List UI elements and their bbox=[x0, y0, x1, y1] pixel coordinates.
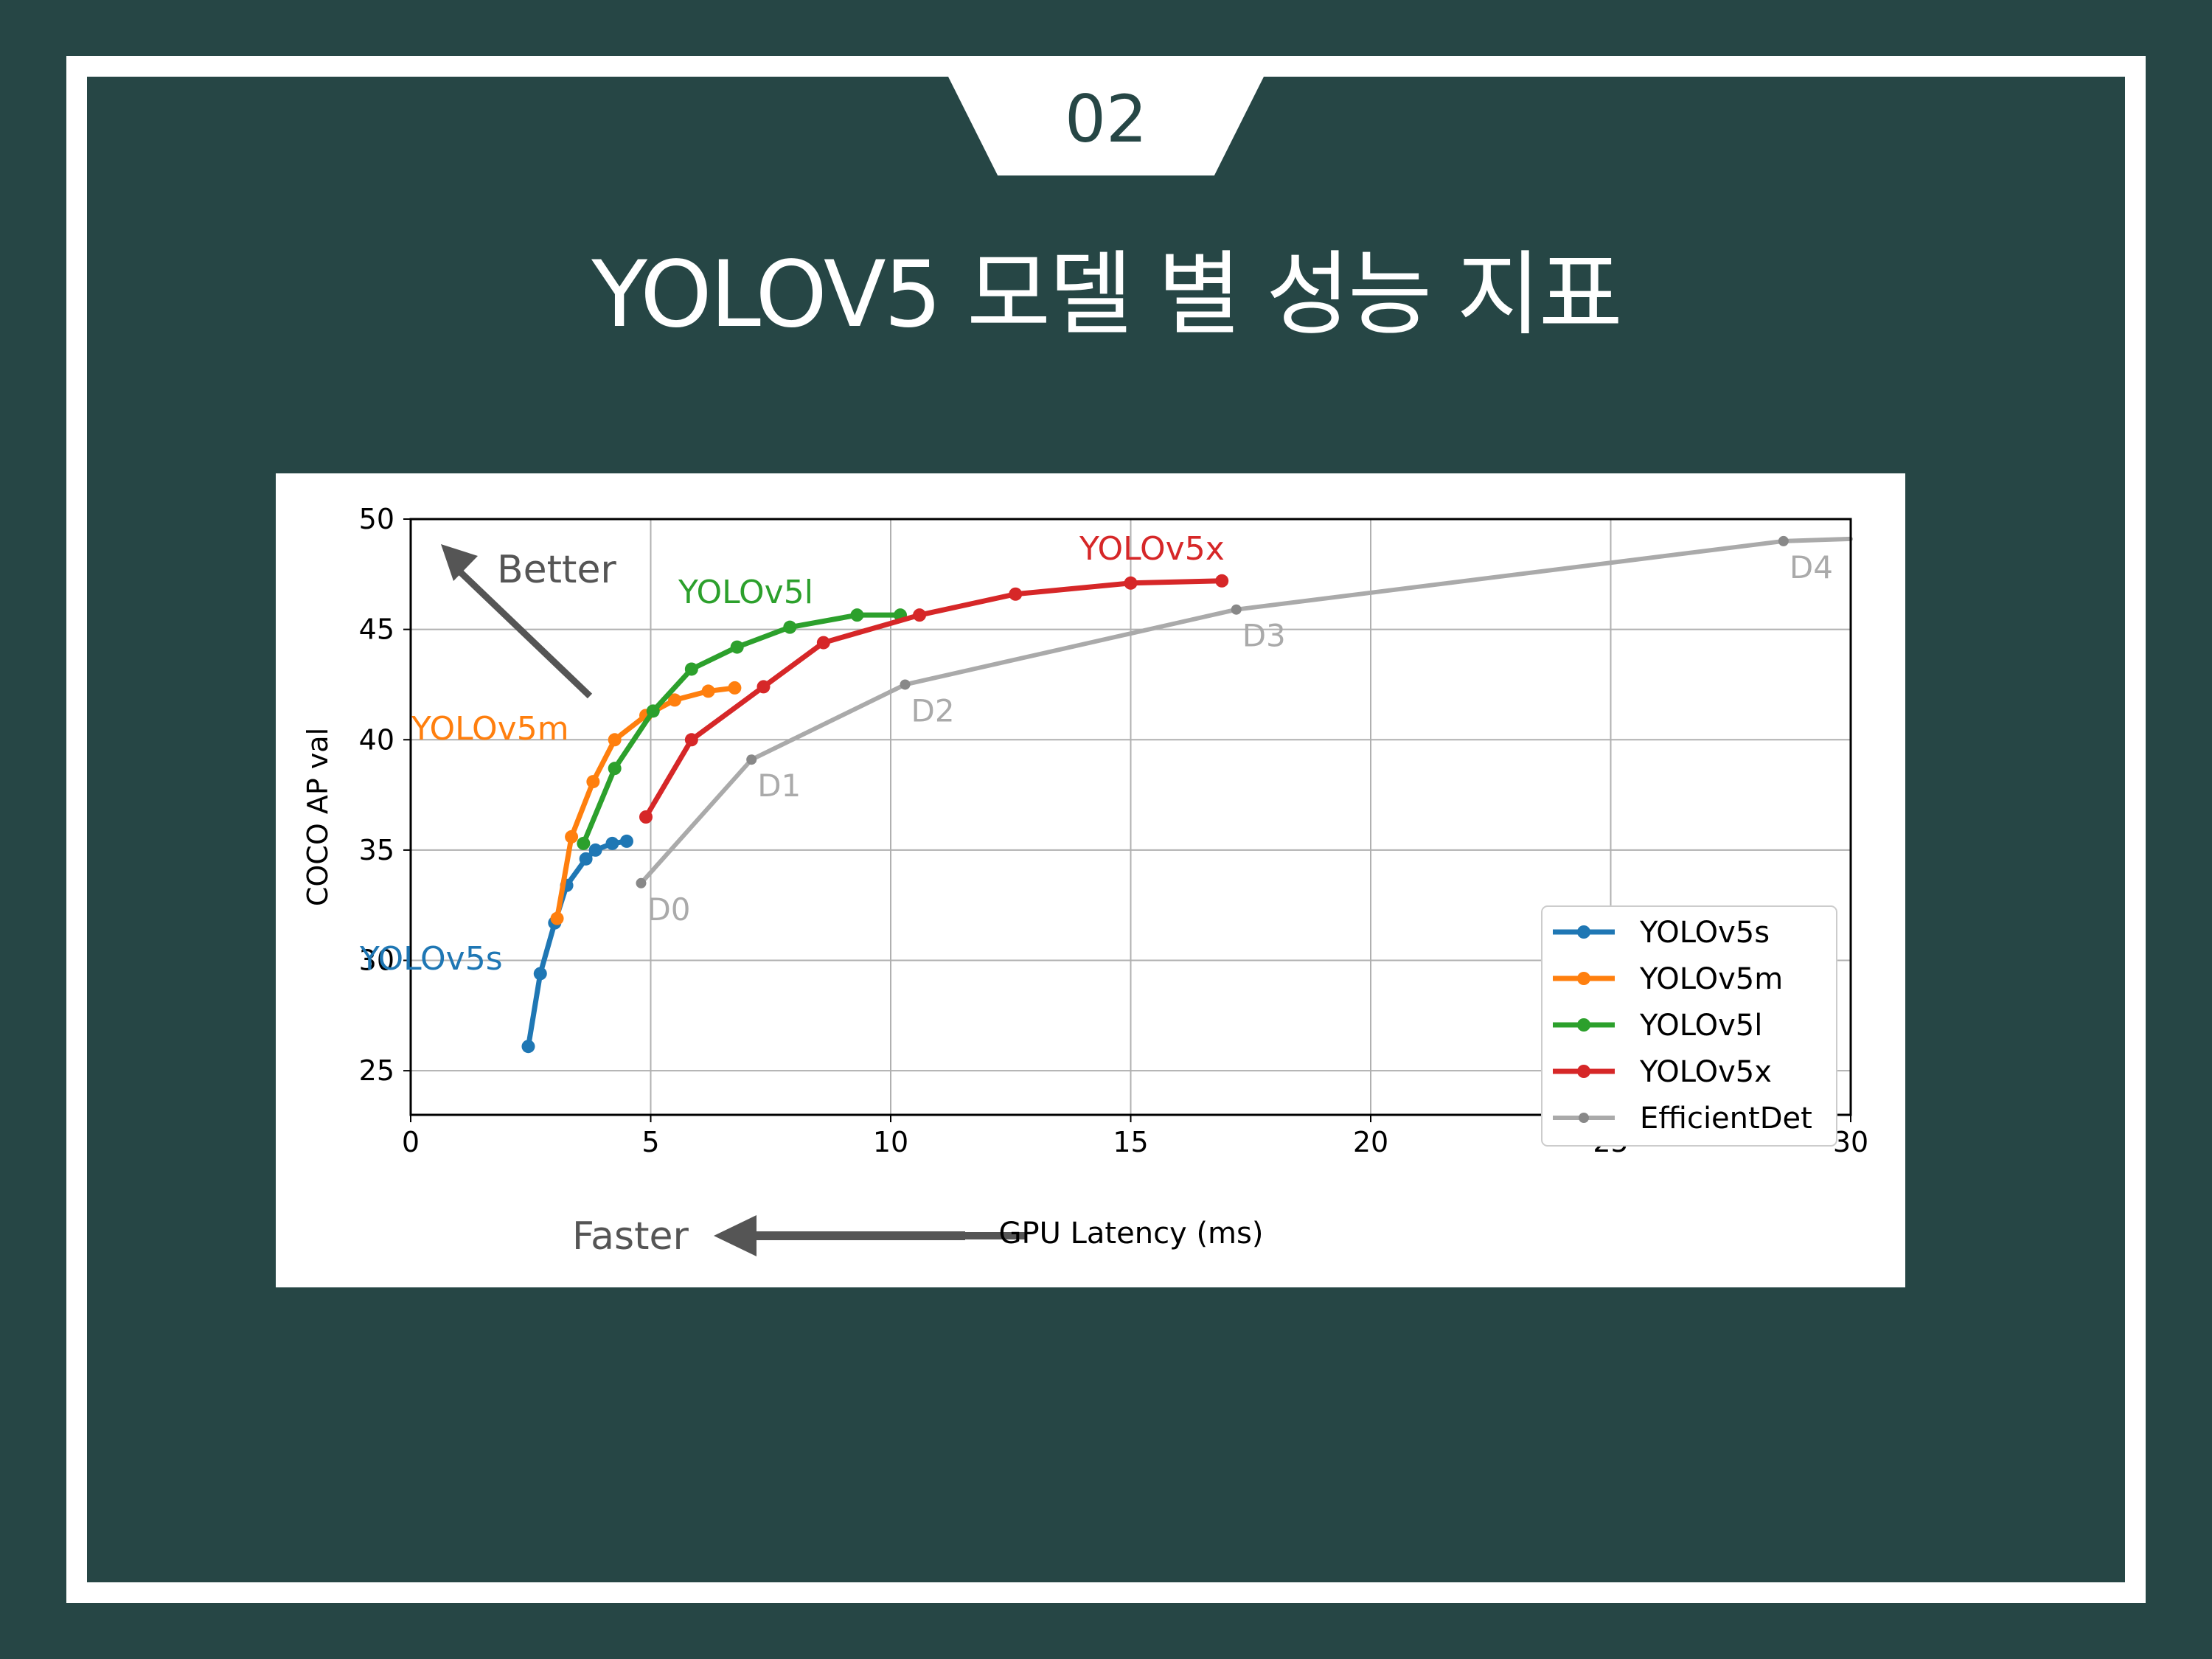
x-tick-label: 10 bbox=[873, 1126, 908, 1158]
faster-arrow bbox=[714, 1215, 1026, 1256]
data-point-yolov5x bbox=[639, 810, 653, 824]
data-point-yolov5l bbox=[684, 662, 698, 676]
data-point-yolov5s bbox=[605, 836, 619, 850]
series-label-yolov5l: YOLOv5l bbox=[678, 574, 813, 611]
data-point-yolov5x bbox=[913, 608, 927, 622]
series-label-yolov5s: YOLOv5s bbox=[359, 940, 503, 978]
legend-swatch-marker bbox=[1579, 1113, 1589, 1123]
y-tick-label: 25 bbox=[359, 1054, 394, 1087]
data-point-yolov5m bbox=[586, 775, 600, 789]
label-layer: D0 D1 D2 D3 D4 bbox=[647, 549, 1832, 928]
data-point-yolov5s bbox=[619, 834, 633, 848]
y-tick-label: 35 bbox=[359, 834, 394, 866]
efficientdet-point-label: D4 bbox=[1790, 549, 1833, 585]
series-line-yolov5x bbox=[643, 578, 1225, 820]
data-point-yolov5l bbox=[646, 704, 660, 718]
data-point-yolov5x bbox=[1009, 587, 1023, 601]
legend: YOLOv5s YOLOv5m YOLOv5l YOLOv5x EfficientDet bbox=[1541, 905, 1837, 1147]
efficientdet-point-label: D3 bbox=[1242, 618, 1286, 654]
series-label-yolov5m: YOLOv5m bbox=[411, 710, 569, 748]
legend-box bbox=[1541, 905, 1837, 1147]
data-point-yolov5x bbox=[1124, 576, 1138, 590]
y-tick-label: 45 bbox=[359, 613, 394, 646]
faster-arrow-body bbox=[755, 1231, 965, 1240]
data-point-yolov5x bbox=[816, 636, 830, 650]
legend-swatch-marker bbox=[1577, 972, 1590, 985]
legend-swatch-marker bbox=[1577, 1065, 1590, 1078]
data-point-yolov5m bbox=[608, 733, 622, 747]
data-point-yolov5m bbox=[668, 693, 682, 707]
data-point-efficientdet bbox=[1231, 604, 1242, 615]
y-tick-label: 50 bbox=[359, 503, 394, 535]
data-point-yolov5m bbox=[565, 830, 579, 844]
x-axis-title: GPU Latency (ms) bbox=[999, 1217, 1264, 1251]
slide-number: 02 bbox=[1065, 81, 1147, 157]
efficientdet-point-label: D2 bbox=[911, 692, 955, 728]
data-point-yolov5x bbox=[684, 733, 698, 747]
data-point-yolov5s bbox=[579, 852, 593, 866]
series-line-yolov5l bbox=[580, 612, 903, 846]
efficientdet-point-label: D0 bbox=[647, 891, 690, 928]
data-point-efficientdet bbox=[1778, 535, 1789, 546]
better-arrow-shaft bbox=[450, 562, 593, 699]
data-point-yolov5l bbox=[608, 762, 622, 776]
better-arrow-head bbox=[441, 544, 478, 581]
x-tick-label: 5 bbox=[641, 1126, 659, 1158]
faster-label: Faster bbox=[572, 1214, 689, 1259]
axis-layer: 051015202530253035404550 bbox=[359, 503, 1869, 1158]
data-point-efficientdet bbox=[746, 754, 757, 765]
data-point-yolov5x bbox=[757, 680, 771, 694]
data-point-efficientdet bbox=[636, 877, 647, 888]
legend-entry-label: YOLOv5l bbox=[1639, 1009, 1762, 1043]
data-point-yolov5l bbox=[577, 836, 591, 850]
x-tick-label: 30 bbox=[1833, 1126, 1868, 1158]
data-point-yolov5x bbox=[1215, 574, 1229, 588]
y-axis-title: COCO AP val bbox=[302, 728, 334, 906]
data-point-yolov5l bbox=[783, 620, 797, 634]
x-tick-label: 20 bbox=[1353, 1126, 1388, 1158]
y-tick-label: 40 bbox=[359, 723, 394, 756]
data-point-yolov5m bbox=[701, 684, 715, 698]
data-point-yolov5s bbox=[588, 843, 602, 857]
data-point-yolov5l bbox=[730, 640, 744, 654]
series-layer bbox=[521, 535, 1853, 1054]
series-line-efficientdet bbox=[639, 536, 1853, 886]
slide-title: YOLOV5 모델 별 성능 지표 bbox=[591, 242, 1623, 348]
x-tick-label: 0 bbox=[402, 1126, 420, 1158]
legend-entry-label: YOLOv5m bbox=[1639, 962, 1783, 996]
series-label-yolov5x: YOLOv5x bbox=[1079, 530, 1225, 568]
data-point-yolov5l bbox=[850, 608, 864, 622]
x-tick-label: 15 bbox=[1113, 1126, 1148, 1158]
data-point-efficientdet bbox=[900, 679, 911, 690]
slide-number-tab bbox=[947, 74, 1265, 175]
faster-arrow-head bbox=[714, 1215, 757, 1256]
legend-entry-label: YOLOv5s bbox=[1639, 916, 1770, 950]
legend-swatch-marker bbox=[1577, 925, 1590, 939]
data-point-yolov5s bbox=[521, 1040, 535, 1054]
legend-items: YOLOv5s YOLOv5m YOLOv5l YOLOv5x EfficientDet bbox=[1553, 916, 1812, 1135]
data-point-yolov5s bbox=[533, 967, 547, 981]
legend-entry-label: EfficientDet bbox=[1640, 1102, 1812, 1135]
series-line-yolov5s bbox=[525, 838, 630, 1049]
plot-frame bbox=[409, 518, 1852, 1116]
better-arrow bbox=[441, 544, 593, 699]
data-point-yolov5m bbox=[728, 681, 742, 695]
data-point-yolov5m bbox=[550, 911, 564, 925]
legend-swatch-marker bbox=[1577, 1018, 1590, 1032]
better-label: Better bbox=[497, 548, 616, 592]
legend-entry-label: YOLOv5x bbox=[1639, 1055, 1772, 1089]
y-tick-label: 30 bbox=[359, 945, 394, 977]
efficientdet-point-label: D1 bbox=[757, 768, 801, 804]
